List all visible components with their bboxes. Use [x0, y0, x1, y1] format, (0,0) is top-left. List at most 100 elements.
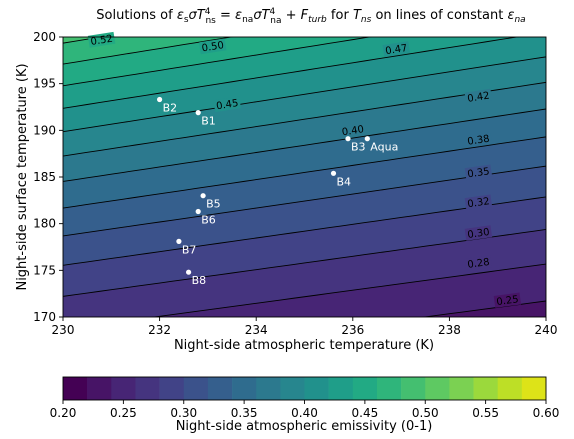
point-marker: [195, 208, 201, 215]
colorbar-segment: [497, 377, 523, 400]
y-tick-label: 200: [33, 30, 56, 44]
colorbar-segment: [183, 377, 209, 400]
x-tick-label: 236: [341, 323, 364, 337]
colorbar-segment: [256, 377, 281, 400]
contour-label: 0.30: [467, 227, 491, 241]
y-tick-label: 190: [33, 123, 56, 137]
colorbar-tick-label: 0.30: [170, 406, 197, 420]
colorbar-segment: [159, 377, 185, 400]
contour-label-bg: [198, 38, 227, 55]
contour-label-bg: [464, 255, 493, 271]
point-label: B3: [351, 141, 366, 154]
contour-band: [423, 300, 546, 317]
colorbar-tick-label: 0.45: [352, 406, 379, 420]
x-tick-label: 240: [535, 323, 558, 337]
contour-label-bg: [87, 31, 116, 48]
y-tick-label: 175: [33, 263, 56, 277]
colorbar-label: Night-side atmospheric emissivity (0-1): [176, 419, 433, 434]
colorbar-tick-label: 0.50: [412, 406, 439, 420]
colorbar-tick-label: 0.20: [50, 406, 77, 420]
contour-label-bg: [213, 96, 241, 113]
colorbar-segment: [207, 377, 233, 400]
x-tick-label: 232: [148, 323, 171, 337]
contour-label-bg: [464, 88, 493, 105]
colorbar-segment: [111, 377, 136, 400]
point-label: B2: [163, 102, 178, 115]
point-label: B5: [206, 198, 221, 211]
point-label: Aqua: [370, 141, 398, 154]
contour-label-bg: [382, 41, 411, 58]
colorbar-segment: [135, 377, 160, 400]
contour-label: 0.45: [216, 98, 240, 112]
contour-line: [63, 136, 546, 209]
contour-label-bg: [464, 164, 493, 181]
colorbar-tick-label: 0.55: [472, 406, 499, 420]
contour-labels: 0.52 0.50 0.470.450.420.400.380.350.320.30…: [87, 31, 522, 308]
contour-label: 0.47: [385, 43, 409, 57]
point-marker: [345, 136, 351, 142]
point-marker: [186, 269, 192, 275]
contour-line: [63, 165, 546, 237]
title-eq-es: ε: [177, 8, 184, 23]
point-label: B4: [337, 175, 352, 188]
x-tick-label: 238: [438, 323, 461, 337]
colorbar-ticks: 0.20 0.25 0.30 0.35 0.40 0.45 0.50 0.55 0.60: [50, 400, 559, 420]
point-label: B6: [201, 214, 216, 227]
colorbar-tick-label: 0.40: [291, 406, 318, 420]
title-suffix: for: [331, 8, 353, 23]
contour-label: 0.35: [467, 166, 491, 180]
chart-title: Solutions of εsσT4 ns = εnaσT4 na + Fturb …: [96, 7, 525, 26]
contour-label: 0.28: [467, 257, 491, 271]
colorbar-tick-label: 0.35: [231, 406, 258, 420]
contour-label: 0.50: [201, 40, 225, 54]
contour-label-bg: [339, 122, 367, 139]
colorbar-segment: [425, 377, 450, 400]
contour-line: [63, 196, 546, 266]
y-tick-label: 195: [33, 77, 56, 91]
x-tick-label: 230: [52, 323, 75, 337]
contour-label: 0.25: [496, 294, 520, 308]
point-marker: [200, 193, 206, 199]
contour-label-bg: [493, 292, 522, 308]
contour-line: [151, 263, 546, 317]
colorbar-segment: [473, 377, 498, 400]
colorbar-segment: [280, 377, 305, 400]
data-points: B2 B1 B3 Aqua B4 B5 B6 B7 B8: [157, 96, 398, 287]
contour-line: [421, 300, 546, 317]
x-tick-label: 234: [245, 323, 268, 337]
colorbar-segment: [449, 377, 474, 400]
colorbar: [63, 377, 547, 400]
point-label: B7: [182, 243, 197, 256]
contour-band: [63, 37, 102, 44]
contour-label: 0.42: [467, 91, 491, 105]
colorbar-segment: [352, 377, 378, 400]
colorbar-tick-label: 0.25: [110, 406, 137, 420]
contour-label-bg: [464, 225, 493, 241]
colorbar-segment: [328, 377, 354, 400]
colorbar-segment: [304, 377, 329, 400]
y-tick-label: 170: [33, 310, 56, 324]
contour-line: [63, 37, 373, 87]
contour-line: [63, 0, 546, 3]
y-tick-label: 180: [33, 217, 56, 231]
contour-plot: [63, 0, 546, 317]
contour-label: 0.40: [341, 124, 365, 138]
colorbar-segment: [401, 377, 426, 400]
point-marker: [176, 238, 182, 244]
contour-label: 0.38: [467, 134, 491, 148]
point-marker: [195, 110, 201, 116]
contour-line: [63, 37, 520, 109]
contour-line: [63, 56, 546, 133]
point-label: B8: [192, 274, 207, 287]
contour-line: [63, 37, 234, 65]
contour-line: [63, 229, 546, 297]
contour-label-bg: [464, 194, 493, 210]
colorbar-segment: [376, 377, 402, 400]
contour-band: [63, 0, 546, 3]
contour-label: 0.32: [467, 196, 491, 210]
y-tick-label: 185: [33, 170, 56, 184]
x-axis-label: Night-side atmospheric temperature (K): [174, 338, 434, 353]
point-marker: [330, 170, 337, 176]
contour-label-bg: [464, 131, 493, 148]
